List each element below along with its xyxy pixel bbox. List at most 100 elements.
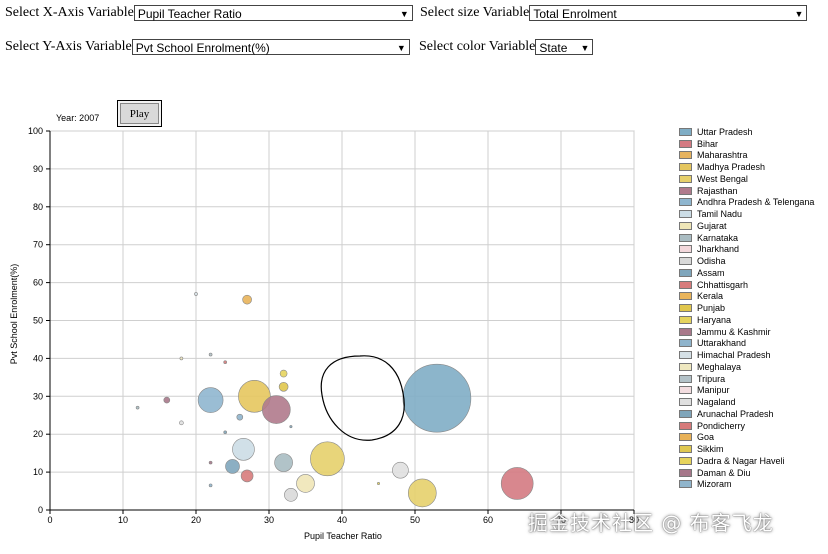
y-axis-label: Select Y-Axis Variable xyxy=(5,39,132,54)
bubble[interactable] xyxy=(240,469,254,483)
legend-item: Kerala xyxy=(679,291,814,303)
legend-item: Uttarakhand xyxy=(679,338,814,350)
y-axis-control: Select Y-Axis Variable Pvt School Enrolm… xyxy=(5,39,410,55)
legend-label: Haryana xyxy=(697,314,732,325)
legend-item: Haryana xyxy=(679,314,814,326)
bubble[interactable] xyxy=(179,420,184,426)
legend-label: Tripura xyxy=(697,373,726,384)
legend-swatch xyxy=(679,339,692,348)
color-select[interactable]: State ▼ xyxy=(535,39,594,55)
play-button[interactable]: Play xyxy=(117,100,162,127)
y-tick-label: 100 xyxy=(28,126,43,136)
bubble[interactable] xyxy=(279,369,288,378)
bubble[interactable] xyxy=(289,425,293,429)
bubble[interactable] xyxy=(194,292,198,296)
legend-swatch xyxy=(679,480,692,489)
x-tick-label: 50 xyxy=(410,515,420,525)
legend-label: Goa xyxy=(697,432,715,443)
legend-swatch xyxy=(679,445,692,454)
legend-label: Mizoram xyxy=(697,479,732,490)
x-axis-select[interactable]: Pupil Teacher Ratio ▼ xyxy=(133,5,413,21)
legend-swatch xyxy=(679,374,692,383)
bubble[interactable] xyxy=(197,387,224,413)
bubble[interactable] xyxy=(402,363,472,433)
bubble[interactable] xyxy=(232,438,255,461)
color-control: Select color Variable State ▼ xyxy=(419,39,594,55)
bubble[interactable] xyxy=(261,395,291,424)
bubble[interactable] xyxy=(274,453,293,472)
bubble[interactable] xyxy=(179,356,184,361)
y-axis-title: Pvt School Enrolment(%) xyxy=(9,264,19,365)
legend-swatch xyxy=(679,304,692,313)
legend-label: Meghalaya xyxy=(697,361,742,372)
bubble[interactable] xyxy=(208,483,213,488)
bubble[interactable] xyxy=(500,467,534,500)
legend-item: Meghalaya xyxy=(679,361,814,373)
chevron-down-icon: ▼ xyxy=(794,9,804,19)
legend-swatch xyxy=(679,268,692,277)
legend-swatch xyxy=(679,151,692,160)
axes: 0 10 20 30 40 50 60 70 80 0 10 20 30 40 50 60 70 80 90 100 xyxy=(28,126,639,525)
legend-swatch xyxy=(679,198,692,207)
bubble[interactable] xyxy=(225,459,240,474)
legend-item: Jammu & Kashmir xyxy=(679,326,814,338)
legend: Uttar Pradesh Bihar Maharashtra Madhya Prad… xyxy=(679,126,814,490)
bubble[interactable] xyxy=(296,474,315,493)
bubble[interactable] xyxy=(135,405,140,410)
bubble[interactable] xyxy=(284,488,298,502)
legend-item: Pondicherry xyxy=(679,420,814,432)
bubble[interactable] xyxy=(208,352,213,357)
legend-swatch xyxy=(679,421,692,430)
legend-swatch xyxy=(679,433,692,442)
bubble[interactable] xyxy=(236,413,244,421)
chevron-down-icon: ▼ xyxy=(580,43,590,53)
legend-item: Assam xyxy=(679,267,814,279)
bubble[interactable] xyxy=(242,294,252,305)
bubble[interactable] xyxy=(407,478,437,508)
legend-swatch xyxy=(679,127,692,136)
legend-item: Punjab xyxy=(679,302,814,314)
legend-label: Karnataka xyxy=(697,232,739,243)
x-tick-label: 70 xyxy=(556,515,566,525)
bubble[interactable] xyxy=(310,441,345,477)
legend-item: Sikkim xyxy=(679,443,814,455)
bubble[interactable] xyxy=(278,382,289,392)
legend-swatch xyxy=(679,398,692,407)
legend-label: Tamil Nadu xyxy=(697,209,743,220)
color-select-value: State xyxy=(539,41,568,55)
highlight-annotation xyxy=(320,355,405,441)
legend-label: Punjab xyxy=(697,303,726,314)
legend-swatch xyxy=(679,280,692,289)
bubble[interactable] xyxy=(238,379,271,413)
legend-item: Tamil Nadu xyxy=(679,208,814,220)
bubble[interactable] xyxy=(376,481,380,485)
legend-item: Bihar xyxy=(679,138,814,150)
legend-label: Manipur xyxy=(697,385,730,396)
x-axis-label: Select X-Axis Variable xyxy=(5,5,134,20)
legend-label: Jharkhand xyxy=(697,244,740,255)
bubble[interactable] xyxy=(163,396,171,404)
y-tick-label: 10 xyxy=(33,467,43,477)
y-axis-select-value: Pvt School Enrolment(%) xyxy=(135,41,270,55)
legend-swatch xyxy=(679,257,692,266)
legend-item: Madhya Pradesh xyxy=(679,161,814,173)
y-axis-select[interactable]: Pvt School Enrolment(%) ▼ xyxy=(131,39,410,55)
bubble[interactable] xyxy=(223,430,227,435)
legend-item: Dadra & Nagar Haveli xyxy=(679,455,814,467)
legend-swatch xyxy=(679,362,692,371)
x-tick-label: 30 xyxy=(264,515,274,525)
legend-item: Mizoram xyxy=(679,479,814,491)
legend-item: Goa xyxy=(679,432,814,444)
size-select[interactable]: Total Enrolment ▼ xyxy=(529,5,808,21)
bubble[interactable] xyxy=(392,461,409,479)
y-tick-label: 50 xyxy=(33,316,43,326)
y-tick-label: 40 xyxy=(33,353,43,363)
watermark: 掘金技术社区 @ 布客飞龙 xyxy=(528,511,774,535)
legend-label: Madhya Pradesh xyxy=(697,162,766,173)
bubble[interactable] xyxy=(223,360,227,364)
bubble[interactable] xyxy=(208,460,213,465)
legend-label: Arunachal Pradesh xyxy=(697,408,774,419)
size-select-value: Total Enrolment xyxy=(533,7,617,21)
legend-swatch xyxy=(679,327,692,336)
